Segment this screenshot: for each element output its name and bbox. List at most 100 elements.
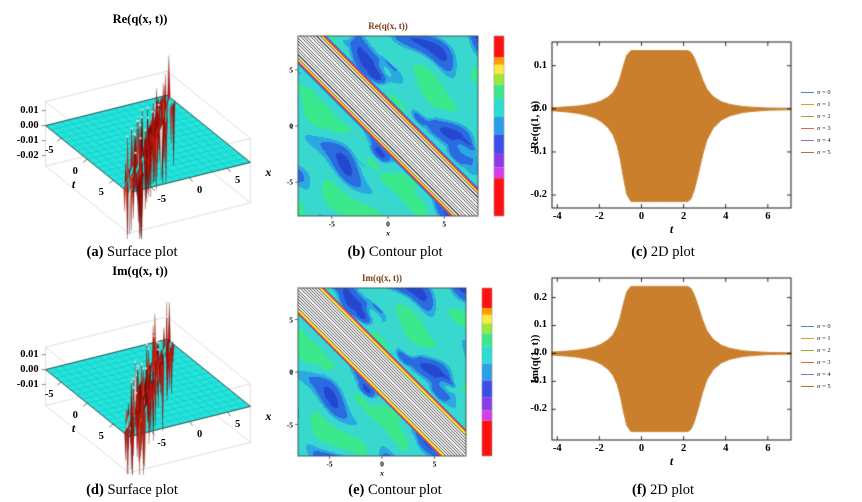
legend-label: σ = 4 [817,137,831,144]
caption-e: (e) Contour plot [282,482,508,499]
x-tick-label: 0 [196,428,203,440]
x-tick-label: 2 [680,210,687,222]
x-tick-label: 0 [638,442,645,454]
caption-text: 2D plot [650,244,695,260]
caption-text: 2D plot [650,482,695,498]
x-axis-label: x [265,164,272,179]
legend-item: σ = 1 [801,335,831,342]
plot-title: Re(q(x, t)) [112,12,168,26]
legend-line [801,104,814,105]
y-axis-label: Im(q(1, t)) [529,334,541,384]
plot-title: Im(q(x, t)) [362,273,402,283]
panel-d-surface-plot: Im(q(x, t)) 0.01 0.00 -0.01 -5 0 5 -5 0 5 x t [8,262,280,478]
legend-item: σ = 0 [801,89,831,96]
z-tick-label: 0.00 [20,119,39,131]
caption-tag: (e) [348,482,365,498]
caption-tag: (b) [347,244,366,260]
x-axis-label: t [669,454,674,468]
t-tick-label: 5 [98,186,104,198]
legend-item: σ = 5 [801,383,831,390]
legend-label: σ = 5 [817,149,831,156]
legend-line [801,152,814,153]
x-tick-label: -4 [552,210,562,222]
t-tick-label: 0 [72,165,78,177]
y-tick-label: 0.1 [533,59,547,71]
x-tick-label: 5 [432,459,437,469]
panel-f-2d-plot: -4 -2 0 2 4 6 0.2 0.1 0.0 -0.1 -0.2 t Im(q(1, t)) σ =… [526,262,862,478]
x-tick-label: 5 [234,418,241,430]
panel-a-surface-plot: Re(q(x, t)) 0.01 0.00 -0.01 -0.02 -5 0 5 -5 0 5 x t [8,6,280,242]
x-axis-label: x [386,228,390,238]
x-tick-label: 2 [680,442,687,454]
y-tick-label: -5 [286,419,293,429]
legend-line [801,116,814,117]
caption-c: (c) 2D plot [532,244,794,261]
caption-text: Surface plot [107,482,178,498]
contour-plot-canvas-re [288,6,520,242]
x-tick-label: 5 [442,219,447,229]
y-tick-label: -5 [286,177,293,187]
x-tick-label: -2 [595,210,604,222]
legend-label: σ = 3 [817,125,831,132]
x-tick-label: 0 [380,459,384,469]
y-tick-label: 5 [289,65,293,74]
x-axis-label: t [669,222,674,236]
x-tick-label: -5 [157,437,166,449]
x-axis-label: x [265,408,272,423]
z-tick-label: -0.02 [16,149,39,161]
legend-item: σ = 3 [801,125,831,132]
legend-line [801,362,814,363]
caption-f: (f) 2D plot [532,482,794,499]
caption-tag: (f) [631,482,647,498]
y-tick-label: -0.1 [530,375,547,387]
x-axis-label: x [380,468,384,478]
panel-e-contour-plot: Im(q(x, t)) -5 0 5 -5 0 5 t x [286,262,520,478]
caption-text: Surface plot [107,244,178,260]
y-tick-label: 0.0 [533,102,547,114]
legend-item: σ = 4 [801,137,831,144]
legend-line [801,326,814,327]
x-tick-label: 6 [765,210,771,222]
legend-item: σ = 2 [801,113,831,120]
caption-text: Contour plot [368,482,442,498]
legend-label: σ = 0 [817,323,831,330]
t-tick-label: -5 [44,144,54,156]
legend-line [801,92,814,93]
legend-line [801,350,814,351]
t-axis-label: t [71,176,76,191]
legend-line [801,374,814,375]
legend-label: σ = 2 [817,113,831,120]
x-tick-label: 4 [723,442,729,454]
2d-plot-canvas-im [526,262,862,478]
y-tick-label: 0 [289,121,293,131]
contour-plot-canvas-im [288,262,520,478]
z-tick-label: -0.01 [16,378,39,390]
t-axis-label: t [71,420,76,435]
plot-title: Re(q(x, t)) [368,21,408,31]
plot-title: Im(q(x, t)) [112,264,168,278]
legend-label: σ = 5 [817,383,831,390]
y-tick-label: 0 [289,367,293,377]
panel-b-contour-plot: Re(q(x, t)) -5 0 5 -5 0 5 t x [286,6,520,242]
y-tick-label: 0.0 [533,347,547,359]
legend-line [801,386,814,387]
y-tick-label: -0.2 [530,188,547,200]
legend-label: σ = 3 [817,359,831,366]
y-tick-label: -0.2 [530,403,547,415]
legend-label: σ = 4 [817,371,831,378]
x-tick-label: -5 [328,219,335,229]
t-tick-label: -5 [44,388,54,400]
caption-tag: (d) [86,482,104,498]
z-tick-label: 0.00 [20,363,39,375]
x-tick-label: 6 [765,442,771,454]
legend-line [801,140,814,141]
t-tick-label: 5 [98,430,104,442]
surface-plot-canvas-im [8,262,280,478]
legend-item: σ = 1 [801,101,831,108]
legend-item: σ = 3 [801,359,831,366]
legend-label: σ = 0 [817,89,831,96]
z-tick-label: 0.01 [20,104,39,116]
x-tick-label: 0 [196,184,203,196]
x-tick-label: 5 [234,174,241,186]
